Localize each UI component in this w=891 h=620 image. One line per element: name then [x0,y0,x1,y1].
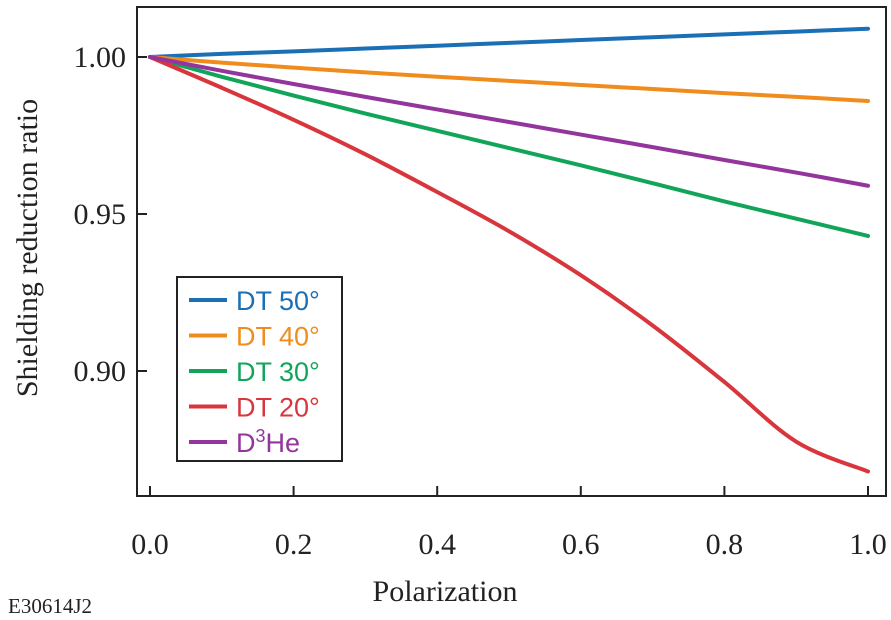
legend-label: DT 20° [236,393,320,423]
plot-lines [148,26,870,474]
legend: DT 50° DT 40° DT 30° DT 20°D3He [176,276,343,462]
legend-label: DT 40° [236,322,320,352]
series-line-1 [148,55,870,103]
x-tick-label: 0.4 [418,528,456,561]
y-axis: 0.90 0.95 1.00 [74,41,147,388]
x-tick-label: 0.2 [275,528,313,561]
x-tick-label: 0.8 [706,528,744,561]
y-tick-label: 0.90 [74,355,127,388]
x-axis-title: Polarization [373,575,518,608]
legend-label: DT 30° [236,357,320,387]
series-line-2 [148,55,870,238]
x-tick-label: 1.0 [849,528,887,561]
x-tick-label: 0.6 [562,528,600,561]
legend-label: D3He [236,426,300,458]
series-line-4 [148,55,870,188]
plot-frame [136,6,887,497]
legend-label: DT 50° [236,286,320,316]
series-line-0 [148,26,870,59]
x-axis: 0.0 0.2 0.4 0.6 0.8 1.0 [131,486,887,561]
y-tick-label: 1.00 [74,41,127,74]
x-tick-label: 0.0 [131,528,169,561]
y-tick-label: 0.95 [74,198,127,231]
figure-id: E30614J2 [8,594,92,618]
y-axis-title: Shielding reduction ratio [11,99,44,397]
series-line-3 [148,55,870,474]
